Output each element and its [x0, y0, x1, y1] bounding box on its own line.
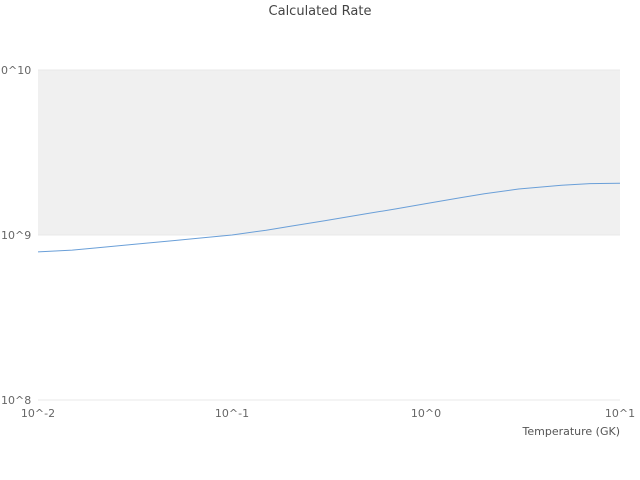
x-tick-label: 10^1: [605, 407, 635, 420]
chart-title: Calculated Rate: [268, 4, 372, 19]
x-axis-label: Temperature (GK): [522, 425, 621, 438]
y-tick-label: 10^8: [1, 394, 31, 407]
rate-line: [37, 182, 621, 253]
y-tick-label: 10^9: [1, 229, 31, 242]
x-tick-label: 10^-1: [215, 407, 249, 420]
y-tick-label: 0^10: [1, 64, 31, 77]
x-tick-label: 10^0: [411, 407, 441, 420]
x-tick-label: 10^-2: [21, 407, 55, 420]
plot-band: [38, 70, 620, 235]
